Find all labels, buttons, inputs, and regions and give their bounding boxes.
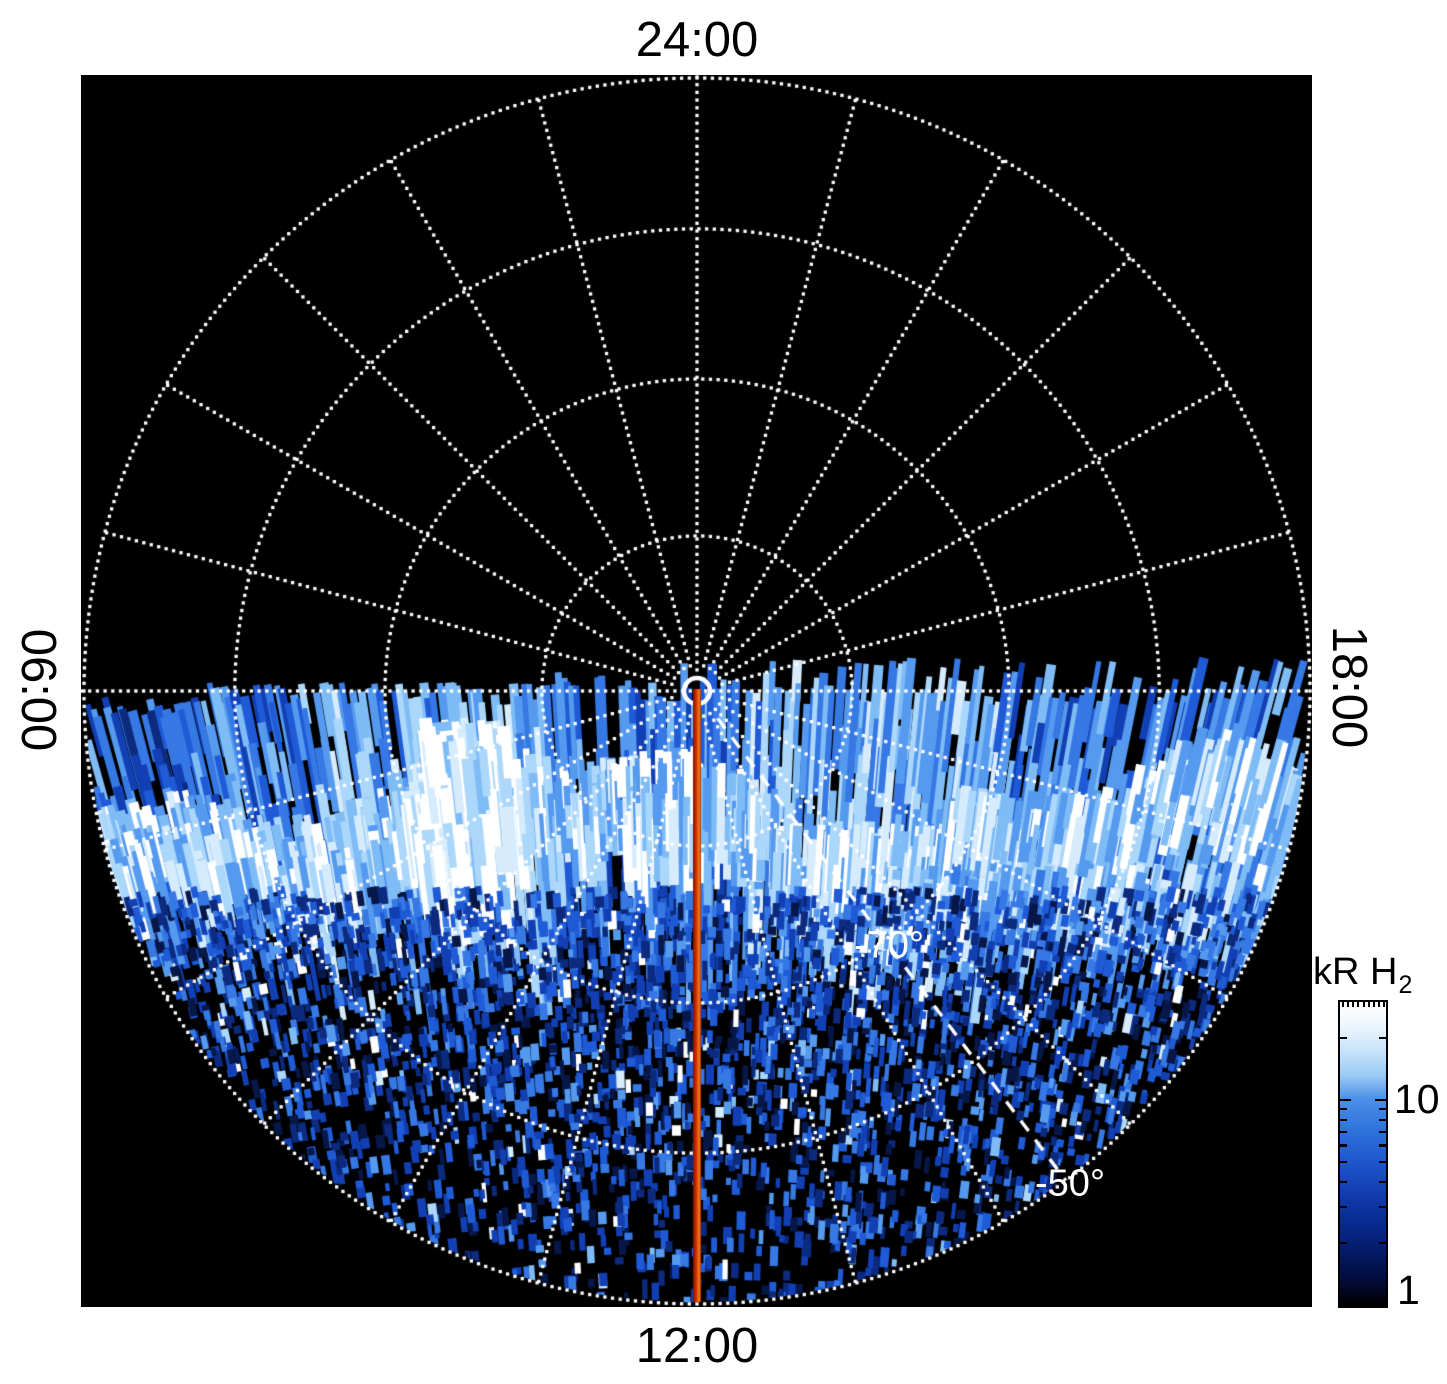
local-time-label-midnight: 24:00 (635, 13, 759, 67)
local-time-label-noon: 12:00 (635, 1319, 759, 1373)
polar-canvas (81, 75, 1312, 1307)
colorbar-title: kR H2 (1313, 951, 1412, 999)
polar-plot-area (81, 75, 1312, 1307)
colorbar-tick-label-10: 10 (1394, 1076, 1440, 1122)
colorbar-title-subscript: 2 (1398, 971, 1413, 999)
local-time-label-dawn: 06:00 (11, 628, 65, 752)
latitude-label-50: -50° (1034, 1162, 1106, 1205)
local-time-label-dusk: 18:00 (1322, 625, 1376, 749)
colorbar (1338, 1000, 1388, 1308)
latitude-label-70: -70° (853, 924, 925, 967)
colorbar-tick-label-1: 1 (1397, 1267, 1420, 1313)
colorbar-title-main: kR H (1313, 951, 1398, 993)
